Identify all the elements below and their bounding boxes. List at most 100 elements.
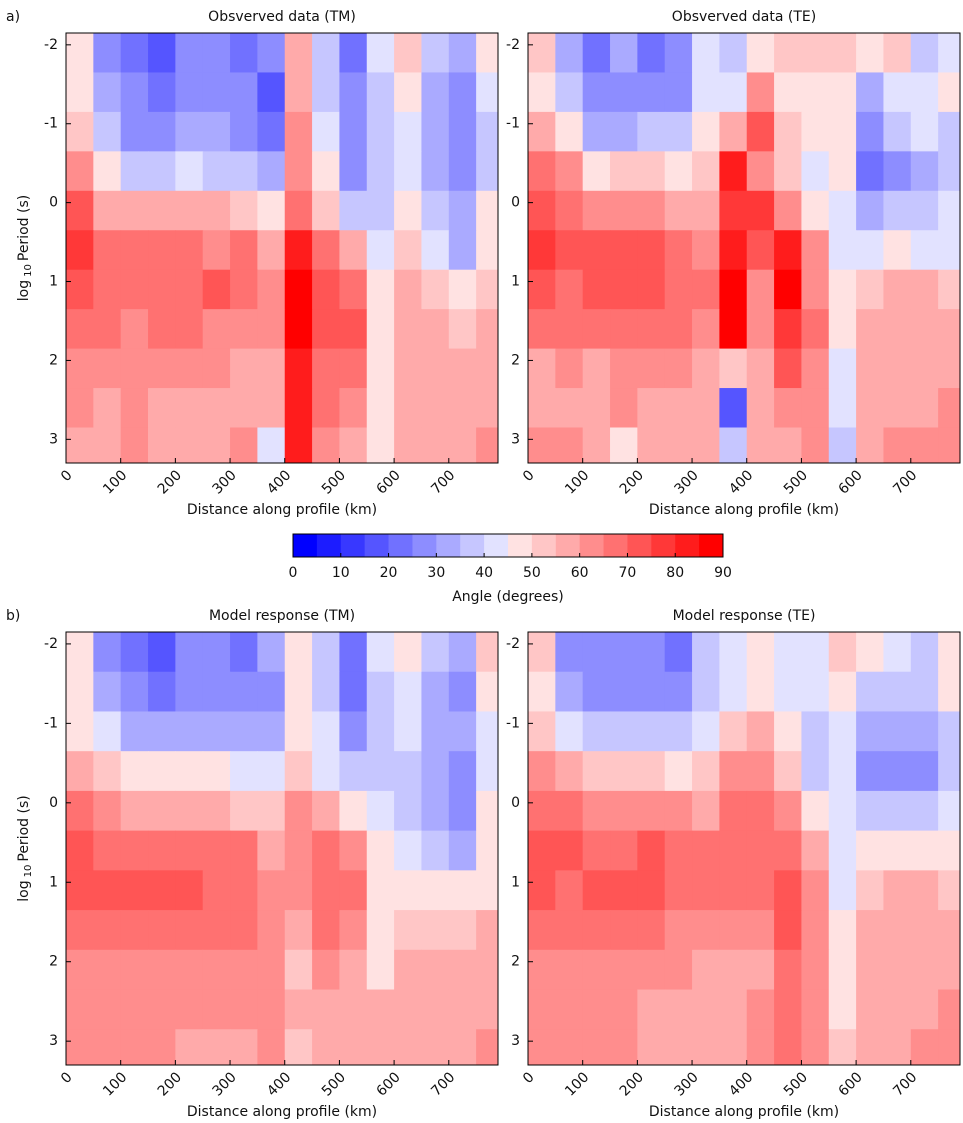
cell [476, 33, 498, 73]
cell [664, 190, 693, 231]
cell [828, 388, 857, 428]
cell [175, 427, 204, 463]
cell [528, 33, 556, 73]
cell [175, 151, 204, 192]
cell [774, 989, 802, 1030]
cell [148, 989, 176, 1030]
cell [339, 427, 368, 463]
cell [801, 427, 830, 463]
cell [664, 910, 693, 951]
cell [120, 190, 149, 231]
cell [582, 111, 611, 152]
cell [284, 989, 313, 1030]
cell [448, 1029, 477, 1065]
cell [339, 230, 368, 271]
cell [257, 790, 286, 832]
colorbar-tick-label: 70 [619, 565, 637, 581]
cell [66, 72, 94, 113]
cell [664, 949, 693, 991]
cell [339, 870, 368, 911]
cell [582, 427, 611, 463]
cell [257, 230, 286, 271]
cell [120, 989, 149, 1030]
cell [366, 309, 395, 350]
cell [421, 33, 450, 73]
cell [202, 427, 231, 463]
cell [202, 910, 231, 951]
cell [774, 269, 802, 310]
cell [93, 348, 122, 389]
cell [312, 427, 340, 463]
cell [284, 790, 313, 832]
cell [66, 870, 94, 911]
panel-title: Obsverved data (TM) [208, 9, 356, 25]
cell [582, 348, 611, 389]
cell [610, 33, 638, 73]
cell [421, 949, 450, 991]
cell [774, 309, 802, 350]
cell [120, 711, 149, 752]
cell [93, 1029, 122, 1065]
cell [938, 269, 960, 310]
cell [910, 72, 939, 113]
cell [284, 111, 313, 152]
cell [828, 269, 857, 310]
cell [801, 348, 830, 389]
y-axis-label-part: Period (s) [16, 195, 32, 261]
cell [938, 949, 960, 991]
cell [828, 711, 857, 752]
cell [230, 910, 258, 951]
colorbar-tick-label: 80 [666, 565, 684, 581]
cell [230, 949, 258, 991]
cell [910, 790, 939, 832]
colorbar-swatch [364, 534, 390, 557]
colorbar-swatch [436, 534, 461, 557]
cell [120, 388, 149, 428]
cell [938, 309, 960, 350]
cell [856, 910, 884, 951]
cell [421, 269, 450, 310]
cell [828, 1029, 857, 1065]
cell [610, 870, 638, 911]
cell [637, 190, 666, 231]
cell [230, 309, 258, 350]
cell [719, 72, 748, 113]
cell [555, 910, 584, 951]
cell [692, 790, 720, 832]
cell [582, 72, 611, 113]
cell [828, 230, 857, 271]
cell [774, 151, 802, 192]
cell [257, 151, 286, 192]
cell [582, 790, 611, 832]
cell [339, 190, 368, 231]
cell [394, 151, 422, 192]
cell [637, 632, 666, 673]
colorbar-tick-label: 90 [714, 565, 732, 581]
y-tick-label: -2 [44, 37, 58, 53]
x-tick-label: 600 [836, 1069, 866, 1099]
cell [774, 830, 802, 871]
cell [938, 1029, 960, 1065]
frame [65, 32, 499, 464]
cell [637, 790, 666, 832]
cell [719, 111, 748, 152]
cell [664, 1029, 693, 1065]
cell [883, 151, 912, 192]
x-axis-label: Distance along profile (km) [649, 1104, 839, 1120]
cell [801, 111, 830, 152]
cell [448, 427, 477, 463]
cell [719, 151, 748, 192]
cell [312, 910, 340, 951]
cell [610, 671, 638, 712]
cell [637, 309, 666, 350]
cell [312, 111, 340, 152]
x-tick-label: 700 [428, 467, 458, 497]
cell [938, 33, 960, 73]
cell [421, 388, 450, 428]
cell [202, 230, 231, 271]
cell [394, 230, 422, 271]
cell [257, 111, 286, 152]
cell [339, 72, 368, 113]
cell [257, 910, 286, 951]
cell [257, 388, 286, 428]
